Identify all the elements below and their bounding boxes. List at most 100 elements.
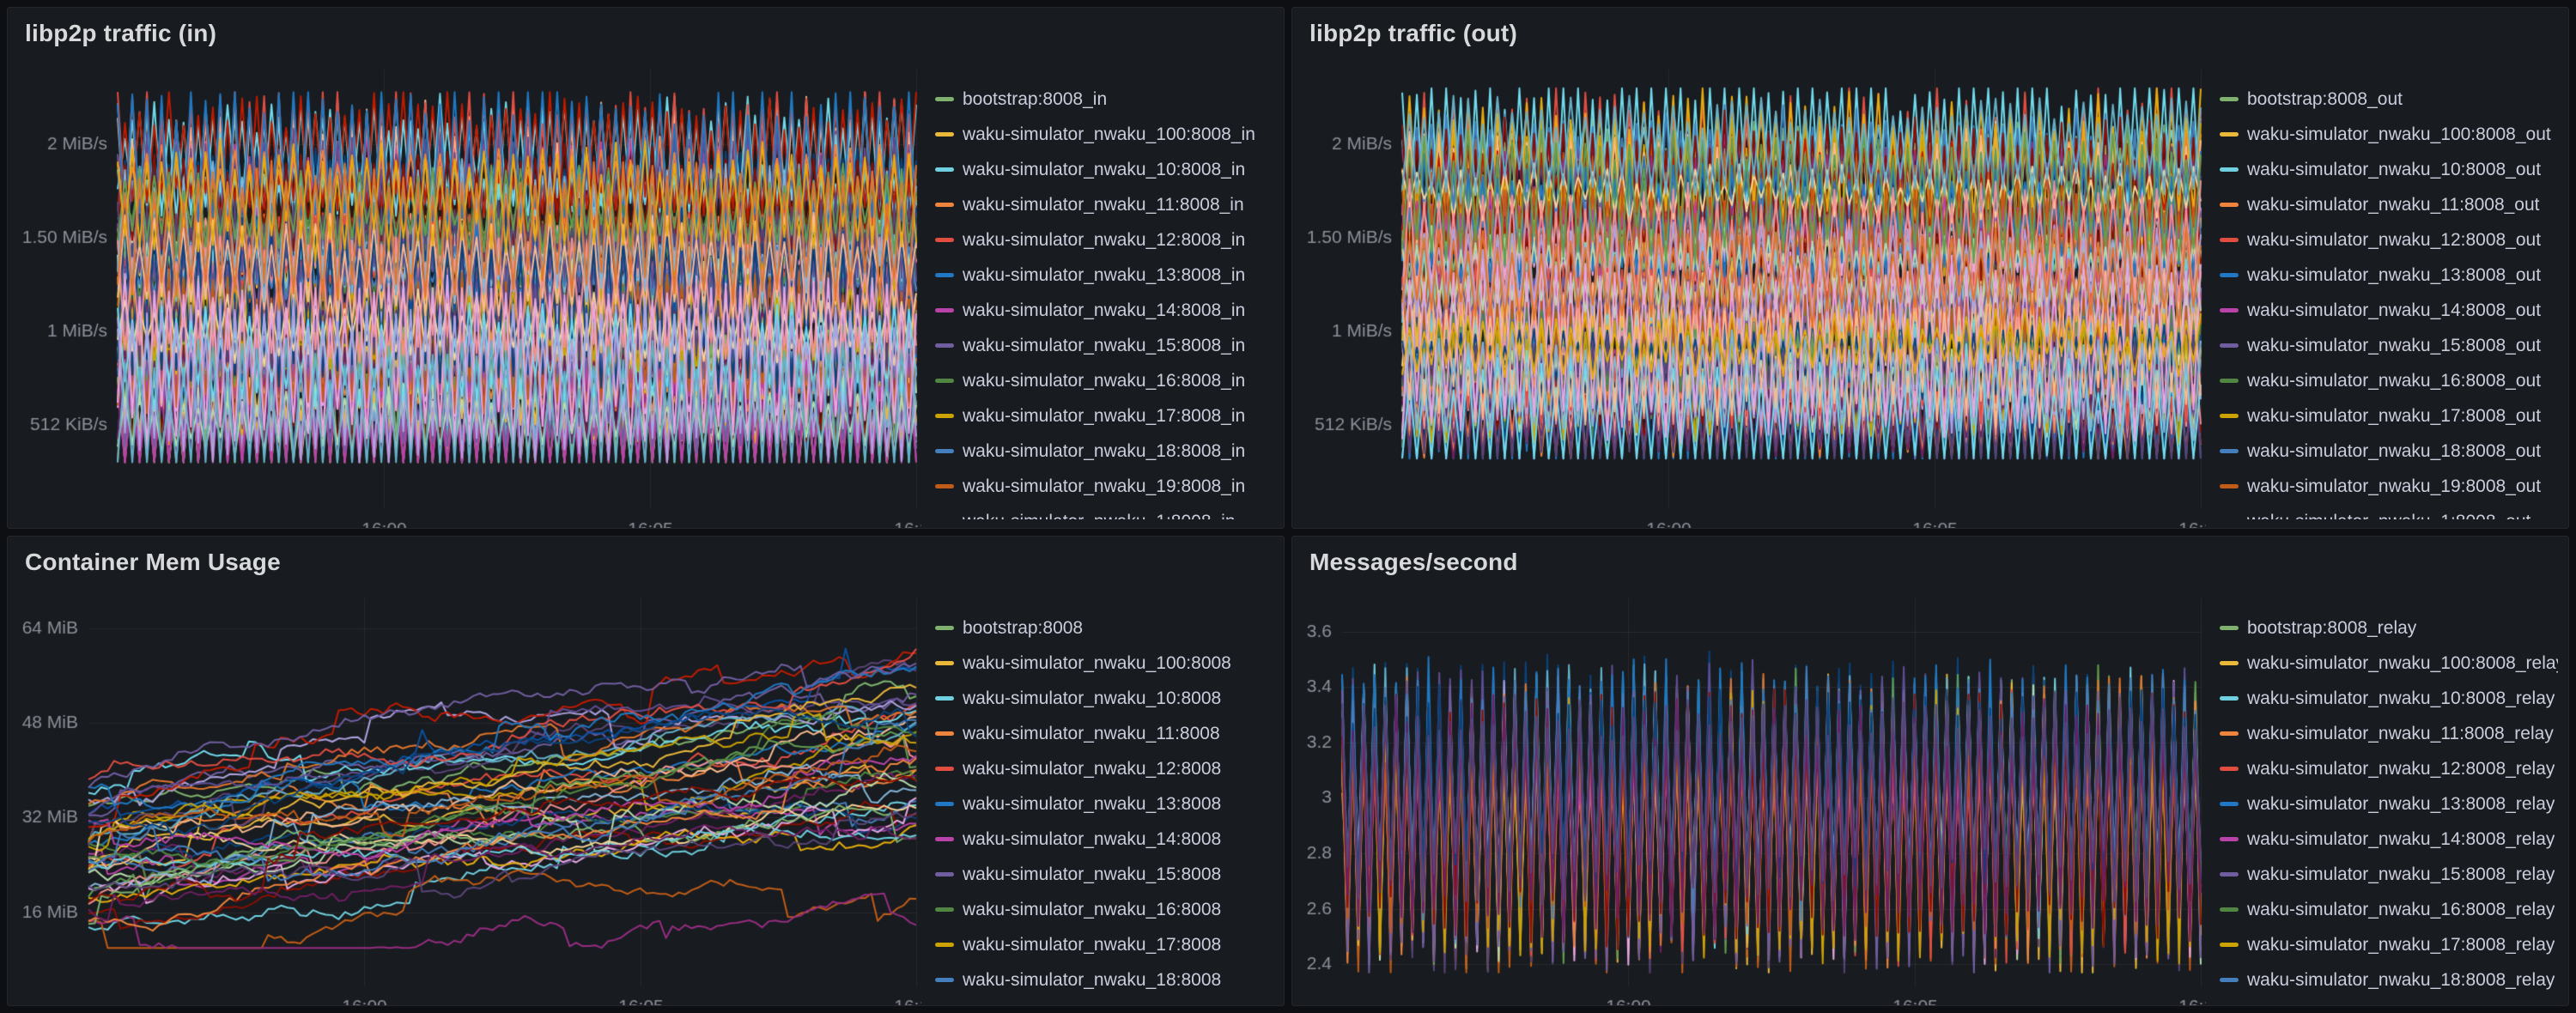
series-color-icon — [2220, 767, 2239, 771]
series-color-icon — [2220, 203, 2239, 207]
legend-item[interactable]: waku-simulator_nwaku_11:8008_relay — [2220, 716, 2558, 751]
legend-item[interactable]: waku-simulator_nwaku_100:8008 — [935, 646, 1273, 681]
legend-item[interactable]: waku-simulator_nwaku_11:8008_in — [935, 187, 1273, 222]
legend-item[interactable]: waku-simulator_nwaku_12:8008_relay — [2220, 751, 2558, 786]
legend-item[interactable]: waku-simulator_nwaku_16:8008_in — [935, 363, 1273, 398]
legend-label: waku-simulator_nwaku_100:8008_in — [963, 124, 1255, 144]
legend-list[interactable]: bootstrap:8008 waku-simulator_nwaku_100:8… — [921, 585, 1273, 997]
legend-item[interactable]: waku-simulator_nwaku_12:8008_out — [2220, 222, 2558, 258]
legend-label: waku-simulator_nwaku_14:8008_relay — [2247, 828, 2555, 849]
legend-item[interactable]: waku-simulator_nwaku_18:8008_in — [935, 434, 1273, 469]
series-color-icon — [935, 696, 954, 701]
legend-item[interactable]: waku-simulator_nwaku_16:8008_relay — [2220, 892, 2558, 927]
panel-title[interactable]: libp2p traffic (in) — [25, 20, 217, 46]
legend-item[interactable]: waku-simulator_nwaku_10:8008_relay — [2220, 681, 2558, 716]
legend-label: waku-simulator_nwaku_18:8008_in — [963, 440, 1246, 461]
legend-item[interactable]: waku-simulator_nwaku_1:8008_in — [935, 504, 1273, 520]
legend-item[interactable]: waku-simulator_nwaku_13:8008_in — [935, 258, 1273, 293]
legend-list[interactable]: bootstrap:8008_out waku-simulator_nwaku_1… — [2206, 56, 2558, 519]
legend-label: bootstrap:8008_out — [2247, 88, 2403, 109]
series-color-icon — [2220, 343, 2239, 348]
legend-item[interactable]: waku-simulator_nwaku_15:8008_in — [935, 328, 1273, 363]
chart-canvas-mem-usage[interactable] — [16, 585, 921, 1005]
legend-label: waku-simulator_nwaku_19:8008_out — [2247, 476, 2542, 496]
legend-item[interactable]: waku-simulator_nwaku_10:8008_in — [935, 152, 1273, 187]
legend-item[interactable]: bootstrap:8008 — [935, 610, 1273, 646]
legend-label: waku-simulator_nwaku_11:8008 — [963, 723, 1220, 743]
legend-label: waku-simulator_nwaku_17:8008_out — [2247, 405, 2542, 426]
legend-label: waku-simulator_nwaku_100:8008_relay — [2247, 652, 2558, 673]
legend-list[interactable]: bootstrap:8008_relay waku-simulator_nwaku… — [2206, 585, 2558, 997]
panel-title[interactable]: libp2p traffic (out) — [1309, 20, 1517, 46]
legend-item[interactable]: waku-simulator_nwaku_15:8008_out — [2220, 328, 2558, 363]
panel-title[interactable]: Container Mem Usage — [25, 549, 281, 575]
series-color-icon — [935, 238, 954, 242]
chart-canvas-libp2p-out[interactable] — [1301, 56, 2206, 528]
legend-label: waku-simulator_nwaku_17:8008 — [963, 934, 1222, 955]
series-color-icon — [2220, 238, 2239, 242]
legend-list[interactable]: bootstrap:8008_in waku-simulator_nwaku_10… — [921, 56, 1273, 519]
legend-item[interactable]: waku-simulator_nwaku_15:8008 — [935, 857, 1273, 892]
legend-item[interactable]: waku-simulator_nwaku_10:8008 — [935, 681, 1273, 716]
chart-canvas-libp2p-in[interactable] — [16, 56, 921, 528]
series-color-icon — [2220, 273, 2239, 277]
legend-item[interactable]: waku-simulator_nwaku_14:8008_in — [935, 293, 1273, 328]
legend-item[interactable]: waku-simulator_nwaku_100:8008_in — [935, 117, 1273, 152]
legend-item[interactable]: waku-simulator_nwaku_18:8008 — [935, 962, 1273, 997]
legend-item[interactable]: waku-simulator_nwaku_19:8008_in — [935, 469, 1273, 504]
legend-label: waku-simulator_nwaku_18:8008_out — [2247, 440, 2542, 461]
legend-item[interactable]: waku-simulator_nwaku_18:8008_relay — [2220, 962, 2558, 997]
series-color-icon — [935, 731, 954, 736]
legend-label: waku-simulator_nwaku_16:8008_out — [2247, 370, 2542, 391]
legend-item[interactable]: waku-simulator_nwaku_11:8008 — [935, 716, 1273, 751]
legend-item[interactable]: bootstrap:8008_in — [935, 82, 1273, 117]
legend-item[interactable]: waku-simulator_nwaku_17:8008 — [935, 927, 1273, 962]
chart-canvas-messages-per-second[interactable] — [1301, 585, 2206, 1005]
legend-label: waku-simulator_nwaku_10:8008_relay — [2247, 688, 2555, 708]
legend-item[interactable]: waku-simulator_nwaku_11:8008_out — [2220, 187, 2558, 222]
legend-item[interactable]: waku-simulator_nwaku_14:8008 — [935, 822, 1273, 857]
legend-label: waku-simulator_nwaku_14:8008_out — [2247, 300, 2542, 320]
series-color-icon — [935, 802, 954, 806]
legend-item[interactable]: waku-simulator_nwaku_100:8008_out — [2220, 117, 2558, 152]
legend-item[interactable]: waku-simulator_nwaku_12:8008 — [935, 751, 1273, 786]
legend-item[interactable]: waku-simulator_nwaku_100:8008_relay — [2220, 646, 2558, 681]
legend-item[interactable]: waku-simulator_nwaku_14:8008_relay — [2220, 822, 2558, 857]
series-color-icon — [2220, 696, 2239, 701]
legend-label: bootstrap:8008_relay — [2247, 617, 2417, 638]
legend-item[interactable]: waku-simulator_nwaku_13:8008_relay — [2220, 786, 2558, 822]
legend-item[interactable]: bootstrap:8008_out — [2220, 82, 2558, 117]
legend-item[interactable]: waku-simulator_nwaku_13:8008 — [935, 786, 1273, 822]
legend-item[interactable]: waku-simulator_nwaku_17:8008_in — [935, 398, 1273, 434]
series-color-icon — [2220, 802, 2239, 806]
legend-item[interactable]: waku-simulator_nwaku_17:8008_out — [2220, 398, 2558, 434]
legend-item[interactable]: waku-simulator_nwaku_10:8008_out — [2220, 152, 2558, 187]
panel-title[interactable]: Messages/second — [1309, 549, 1518, 575]
legend-item[interactable]: waku-simulator_nwaku_16:8008_out — [2220, 363, 2558, 398]
panel-header: Messages/second — [1292, 537, 2568, 581]
series-color-icon — [935, 661, 954, 665]
legend-item[interactable]: bootstrap:8008_relay — [2220, 610, 2558, 646]
legend-item[interactable]: waku-simulator_nwaku_12:8008_in — [935, 222, 1273, 258]
chart-area — [16, 585, 921, 1005]
series-color-icon — [935, 484, 954, 488]
legend-label: waku-simulator_nwaku_10:8008_in — [963, 159, 1246, 179]
legend-label: waku-simulator_nwaku_13:8008_out — [2247, 264, 2542, 285]
panel-body: bootstrap:8008_in waku-simulator_nwaku_10… — [8, 52, 1284, 528]
series-color-icon — [935, 414, 954, 418]
legend-label: waku-simulator_nwaku_11:8008_in — [963, 194, 1244, 215]
legend-item[interactable]: waku-simulator_nwaku_13:8008_out — [2220, 258, 2558, 293]
legend-item[interactable]: waku-simulator_nwaku_16:8008 — [935, 892, 1273, 927]
series-color-icon — [2220, 661, 2239, 665]
legend-item[interactable]: waku-simulator_nwaku_1:8008_out — [2220, 504, 2558, 520]
legend-item[interactable]: waku-simulator_nwaku_19:8008_out — [2220, 469, 2558, 504]
legend-item[interactable]: waku-simulator_nwaku_17:8008_relay — [2220, 927, 2558, 962]
legend-label: waku-simulator_nwaku_12:8008_relay — [2247, 758, 2555, 779]
legend-item[interactable]: waku-simulator_nwaku_14:8008_out — [2220, 293, 2558, 328]
legend-label: waku-simulator_nwaku_15:8008_in — [963, 335, 1246, 355]
legend-item[interactable]: waku-simulator_nwaku_18:8008_out — [2220, 434, 2558, 469]
legend-item[interactable]: waku-simulator_nwaku_15:8008_relay — [2220, 857, 2558, 892]
